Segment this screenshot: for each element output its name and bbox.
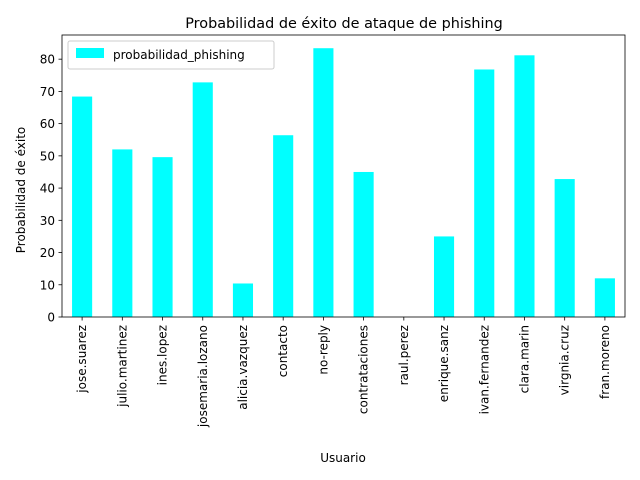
y-tick-label: 60: [40, 117, 55, 131]
bar-contacto: [273, 135, 294, 317]
x-tick-label: jose.suarez: [75, 325, 89, 394]
y-tick-label: 30: [40, 214, 55, 228]
x-tick-label: raul.perez: [397, 325, 411, 385]
plot-frame: [61, 34, 626, 318]
legend: probabilidad_phishing: [67, 40, 275, 70]
bars-group: [72, 48, 615, 317]
x-tick-label: enrique.sanz: [437, 325, 451, 402]
bar-alicia.vazquez: [232, 283, 254, 317]
x-tick-label: ivan.fernandez: [477, 325, 491, 414]
legend-swatch: [76, 48, 104, 58]
x-tick-label: julio.martinez: [115, 325, 129, 408]
bar-ivan.fernandez: [474, 69, 495, 317]
y-tick-label: 80: [40, 53, 55, 67]
bar-virgnia.cruz: [554, 179, 575, 317]
legend-label: probabilidad_phishing: [113, 48, 245, 62]
bar-no-reply: [313, 48, 334, 317]
x-tick-label: clara.marin: [517, 325, 531, 393]
chart-title: Probabilidad de éxito de ataque de phish…: [185, 16, 503, 32]
x-axis-title: Usuario: [320, 451, 366, 465]
bar-julio.martinez: [112, 149, 133, 317]
x-axis: jose.suarez julio.martinez ines.lopez josem…: [75, 317, 612, 428]
x-tick-label: contrataciones: [357, 325, 371, 414]
x-tick-label: ines.lopez: [156, 325, 170, 385]
bar-fran.moreno: [594, 278, 615, 317]
x-tick-label: contacto: [276, 325, 290, 377]
x-tick-label: alicia.vazquez: [236, 325, 250, 410]
y-tick-label: 20: [40, 246, 55, 260]
bar-josemaria.lozano: [192, 82, 213, 317]
bar-jose.suarez: [72, 96, 93, 317]
y-tick-label: 10: [40, 278, 55, 292]
legend-frame: [67, 40, 275, 70]
y-tick-label: 70: [40, 85, 55, 99]
bar-enrique.sanz: [433, 236, 455, 317]
bar-clara.marin: [514, 55, 535, 317]
x-tick-label: josemaria.lozano: [196, 325, 210, 428]
y-tick-label: 0: [47, 311, 55, 325]
bar-ines.lopez: [152, 157, 173, 317]
x-tick-label: fran.moreno: [598, 325, 612, 399]
x-tick-label: no-reply: [316, 325, 330, 375]
x-tick-label: virgnia.cruz: [558, 325, 572, 395]
y-axis-title: Probabilidad de éxito: [14, 127, 28, 254]
y-tick-label: 40: [40, 182, 55, 196]
y-axis: 0 10 20 30 40 50 60 70 80: [40, 53, 62, 325]
bar-contrataciones: [353, 171, 374, 317]
y-tick-label: 50: [40, 149, 55, 163]
